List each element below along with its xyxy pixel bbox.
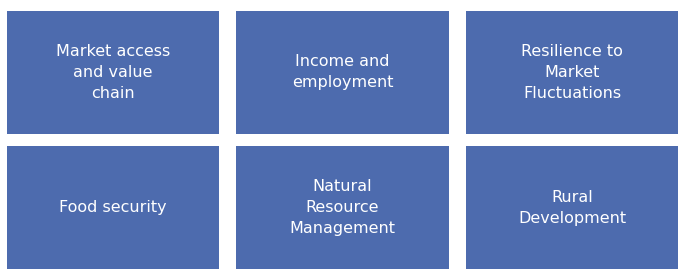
FancyBboxPatch shape (236, 11, 449, 134)
FancyBboxPatch shape (466, 11, 678, 134)
Text: Resilience to
Market
Fluctuations: Resilience to Market Fluctuations (521, 44, 623, 101)
Text: Income and
employment: Income and employment (292, 54, 393, 90)
Text: Rural
Development: Rural Development (518, 190, 626, 226)
FancyBboxPatch shape (7, 11, 219, 134)
FancyBboxPatch shape (7, 146, 219, 269)
Text: Market access
and value
chain: Market access and value chain (56, 44, 170, 101)
Text: Food security: Food security (59, 200, 167, 215)
FancyBboxPatch shape (466, 146, 678, 269)
FancyBboxPatch shape (236, 146, 449, 269)
Text: Natural
Resource
Management: Natural Resource Management (290, 179, 395, 236)
